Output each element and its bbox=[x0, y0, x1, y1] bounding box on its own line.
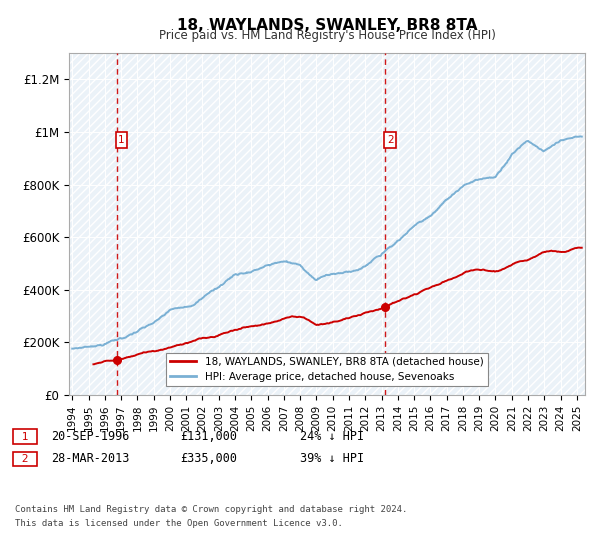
Text: 1: 1 bbox=[15, 432, 35, 442]
Text: 24% ↓ HPI: 24% ↓ HPI bbox=[300, 430, 364, 442]
Text: 20-SEP-1996: 20-SEP-1996 bbox=[51, 430, 130, 442]
Text: This data is licensed under the Open Government Licence v3.0.: This data is licensed under the Open Gov… bbox=[15, 520, 343, 529]
Text: 2: 2 bbox=[15, 454, 35, 464]
Text: Price paid vs. HM Land Registry's House Price Index (HPI): Price paid vs. HM Land Registry's House … bbox=[158, 29, 496, 42]
Text: 1: 1 bbox=[118, 135, 125, 145]
Text: £131,000: £131,000 bbox=[180, 430, 237, 442]
Text: Contains HM Land Registry data © Crown copyright and database right 2024.: Contains HM Land Registry data © Crown c… bbox=[15, 505, 407, 515]
Text: 39% ↓ HPI: 39% ↓ HPI bbox=[300, 452, 364, 465]
Legend: 18, WAYLANDS, SWANLEY, BR8 8TA (detached house), HPI: Average price, detached ho: 18, WAYLANDS, SWANLEY, BR8 8TA (detached… bbox=[166, 353, 488, 386]
Text: 28-MAR-2013: 28-MAR-2013 bbox=[51, 452, 130, 465]
Text: 18, WAYLANDS, SWANLEY, BR8 8TA: 18, WAYLANDS, SWANLEY, BR8 8TA bbox=[177, 18, 477, 33]
Text: £335,000: £335,000 bbox=[180, 452, 237, 465]
Text: 2: 2 bbox=[387, 135, 394, 145]
